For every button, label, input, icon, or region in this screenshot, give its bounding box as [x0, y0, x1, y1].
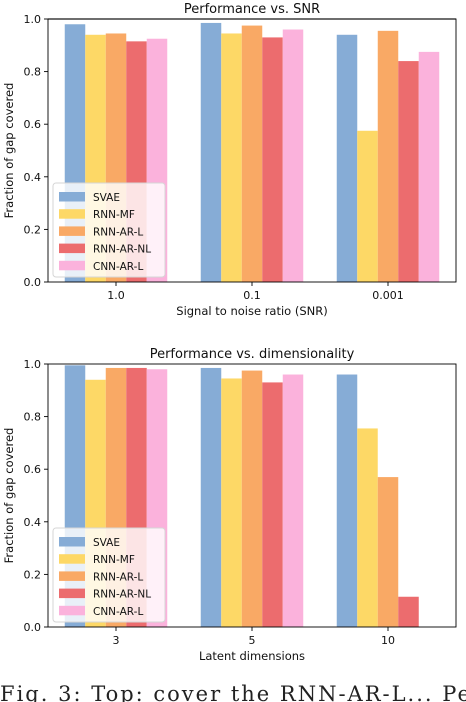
- y-tick-label: 1.0: [24, 13, 42, 26]
- bar-rnn-mf-5: [221, 378, 242, 627]
- legend-swatch-svae: [59, 192, 85, 202]
- bar-svae-10: [336, 374, 358, 627]
- x-axis-label: Latent dimensions: [199, 649, 305, 663]
- y-tick-label: 0.6: [24, 118, 42, 131]
- bar-cnn-ar-l-0.1: [282, 29, 304, 282]
- bar-svae-0.001: [336, 34, 358, 282]
- x-tick-label: 1.0: [107, 289, 125, 302]
- legend-label-rnn-mf: RNN-MF: [93, 209, 135, 221]
- bar-rnn-ar-nl-0.1: [262, 37, 283, 282]
- bar-rnn-mf-0.001: [357, 130, 378, 282]
- caption-fragment: Fig. 3: Top: cover the RNN-AR-L... Perf: [0, 682, 466, 702]
- y-tick-label: 0.2: [24, 223, 42, 236]
- legend-swatch-rnn-ar-nl: [59, 588, 85, 599]
- bar-svae-5: [200, 367, 222, 627]
- chart-title: Performance vs. dimensionality: [150, 347, 355, 362]
- x-axis-label: Signal to noise ratio (SNR): [176, 304, 327, 318]
- bar-rnn-ar-l-0.001: [377, 30, 399, 283]
- legend-swatch-cnn-ar-l: [59, 260, 85, 271]
- y-tick-label: 0.2: [24, 568, 42, 581]
- y-tick-label: 0.4: [24, 516, 42, 529]
- x-tick-label: 10: [381, 634, 395, 647]
- legend-swatch-rnn-mf: [59, 209, 85, 219]
- bar-rnn-ar-l-0.1: [241, 25, 263, 282]
- legend-swatch-svae: [59, 537, 85, 547]
- x-tick-label: 3: [113, 634, 120, 647]
- legend-label-cnn-ar-l: CNN-AR-L: [93, 606, 143, 618]
- legend: SVAE RNN-MF RNN-AR-L RNN-AR-NL CNN-AR-L: [52, 527, 166, 623]
- legend-label-svae: SVAE: [93, 537, 120, 549]
- y-axis-label: Fraction of gap covered: [2, 83, 16, 219]
- bar-rnn-ar-l-10: [377, 477, 399, 627]
- bar-cnn-ar-l-0.001: [418, 51, 440, 283]
- y-tick-label: 0.4: [24, 171, 42, 184]
- y-axis-label: Fraction of gap covered: [2, 428, 16, 564]
- chart-panel-2: Performance vs. dimensionality 0.0 0.2 0.4 0…: [2, 347, 457, 663]
- y-tick-label: 0.0: [24, 276, 42, 289]
- bar-svae-0.1: [200, 22, 222, 282]
- y-tick-label: 0.0: [24, 621, 42, 634]
- legend-swatch-rnn-ar-l: [59, 226, 85, 236]
- legend-box: [52, 182, 166, 278]
- bar-rnn-ar-nl-5: [262, 382, 283, 627]
- legend-label-svae: SVAE: [93, 192, 120, 204]
- bar-rnn-ar-l-5: [241, 370, 263, 627]
- legend-swatch-rnn-ar-l: [59, 571, 85, 581]
- legend-label-rnn-ar-nl: RNN-AR-NL: [93, 589, 151, 601]
- y-tick-label: 0.6: [24, 463, 42, 476]
- legend-label-cnn-ar-l: CNN-AR-L: [93, 261, 143, 273]
- legend-label-rnn-ar-nl: RNN-AR-NL: [93, 244, 151, 256]
- bar-rnn-mf-10: [357, 428, 378, 627]
- legend: SVAE RNN-MF RNN-AR-L RNN-AR-NL CNN-AR-L: [52, 182, 166, 278]
- legend-swatch-rnn-ar-nl: [59, 243, 85, 254]
- x-tick-label: 5: [249, 634, 256, 647]
- y-tick-label: 0.8: [24, 411, 42, 424]
- x-tick-label: 0.1: [243, 289, 261, 302]
- y-tick-label: 1.0: [24, 358, 42, 371]
- legend-swatch-cnn-ar-l: [59, 605, 85, 616]
- legend-swatch-rnn-mf: [59, 554, 85, 564]
- chart-title: Performance vs. SNR: [184, 2, 320, 17]
- bar-rnn-ar-nl-0.001: [398, 61, 419, 282]
- y-tick-label: 0.8: [24, 66, 42, 79]
- bar-rnn-mf-0.1: [221, 33, 242, 282]
- chart-panel-1: Performance vs. SNR 0.0 0.2 0.4 0.6 0.8 1.0 1.0…: [2, 2, 457, 318]
- legend-label-rnn-ar-l: RNN-AR-L: [93, 571, 143, 583]
- legend-label-rnn-ar-l: RNN-AR-L: [93, 226, 143, 238]
- bar-cnn-ar-l-5: [282, 374, 304, 627]
- legend-label-rnn-mf: RNN-MF: [93, 554, 135, 566]
- legend-box: [52, 527, 166, 623]
- x-tick-label: 0.001: [372, 289, 404, 302]
- bar-rnn-ar-nl-10: [398, 596, 419, 627]
